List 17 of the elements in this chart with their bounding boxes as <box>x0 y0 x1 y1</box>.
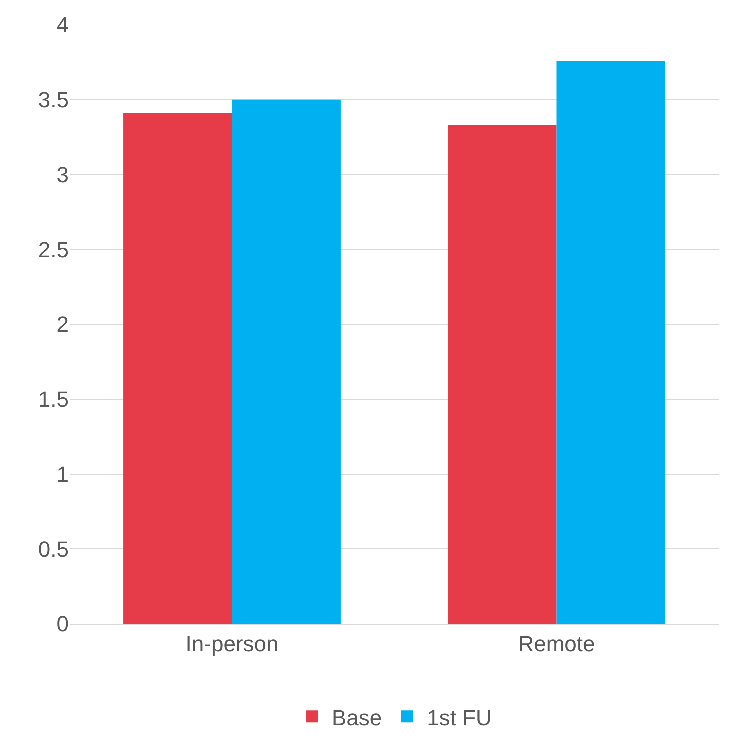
bar <box>448 125 557 624</box>
y-tick-label: 3.5 <box>38 88 69 113</box>
x-tick-label: Remote <box>518 631 596 656</box>
y-tick-label: 0 <box>56 612 69 637</box>
y-tick-label: 2.5 <box>38 237 69 262</box>
bar <box>232 100 341 624</box>
legend-label: Base <box>332 705 382 730</box>
y-tick-label: 3 <box>56 162 69 188</box>
bar <box>124 113 232 624</box>
y-tick-label: 0.5 <box>38 536 69 562</box>
y-tick-label: 4 <box>56 12 69 38</box>
legend-label: 1st FU <box>427 705 492 730</box>
y-tick-label: 1 <box>56 462 69 487</box>
x-tick-label: In-person <box>186 631 279 656</box>
y-tick-label: 1.5 <box>38 387 69 412</box>
bar <box>556 60 666 624</box>
y-tick-label: 2 <box>56 312 69 338</box>
